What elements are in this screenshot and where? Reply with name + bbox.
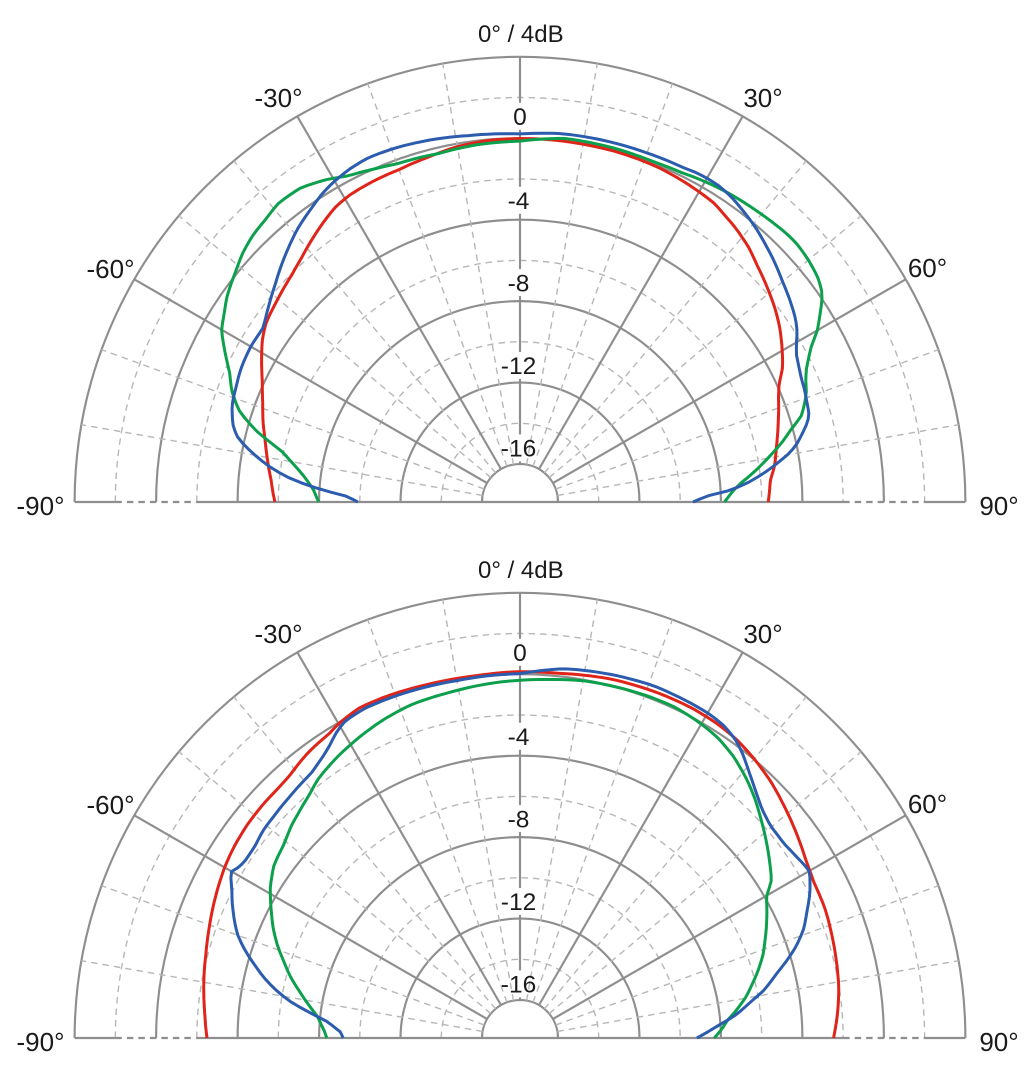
svg-text:-60°: -60° [87, 790, 135, 820]
svg-text:0: 0 [513, 104, 527, 131]
svg-text:30°: 30° [743, 619, 782, 649]
svg-text:90°: 90° [979, 491, 1018, 521]
svg-text:60°: 60° [908, 789, 947, 819]
svg-text:60°: 60° [908, 253, 947, 283]
svg-text:-30°: -30° [255, 83, 303, 113]
svg-text:-90°: -90° [17, 491, 65, 521]
svg-text:-4: -4 [508, 724, 530, 751]
svg-text:-8: -8 [508, 270, 530, 297]
svg-text:90°: 90° [979, 1027, 1018, 1057]
svg-text:-12: -12 [501, 889, 536, 916]
svg-text:0: 0 [513, 640, 527, 667]
svg-text:-4: -4 [508, 188, 530, 215]
svg-text:-60°: -60° [87, 254, 135, 284]
svg-text:-16: -16 [501, 972, 536, 999]
svg-text:-16: -16 [501, 436, 536, 463]
svg-text:0° / 4dB: 0° / 4dB [478, 21, 564, 48]
svg-text:-12: -12 [501, 353, 536, 380]
svg-text:0° / 4dB: 0° / 4dB [478, 557, 564, 584]
svg-text:-30°: -30° [255, 619, 303, 649]
svg-text:30°: 30° [743, 83, 782, 113]
svg-text:-8: -8 [508, 806, 530, 833]
svg-text:-90°: -90° [17, 1027, 65, 1057]
